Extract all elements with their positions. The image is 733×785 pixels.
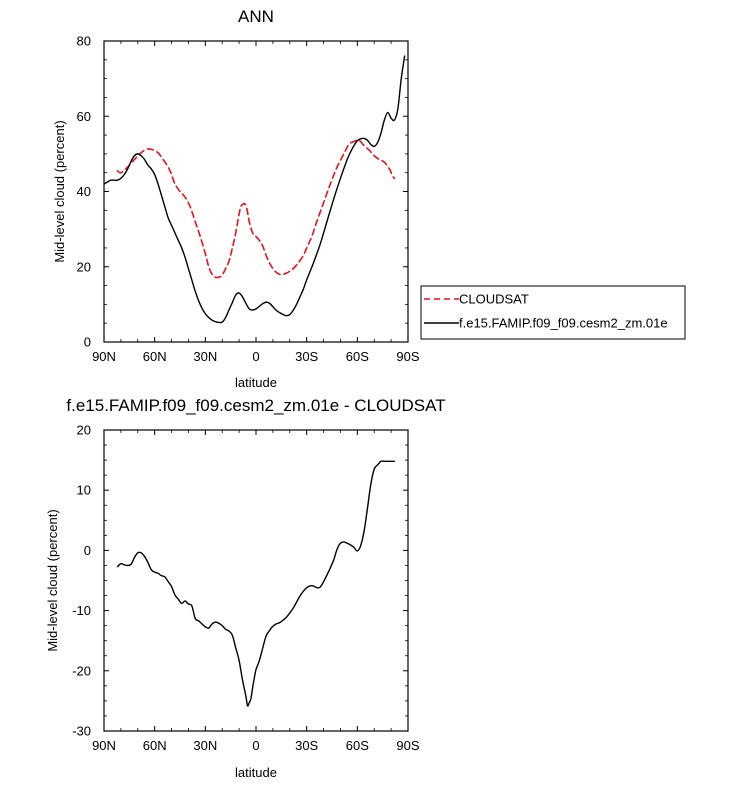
top-y-tick-label: 40 [77, 184, 91, 199]
top-x-tick-label: 60S [346, 349, 369, 364]
bottom-x-tick-label: 30N [193, 738, 217, 753]
bottom-x-tick-label: 90S [396, 738, 419, 753]
top-plot-frame [103, 40, 409, 343]
top-x-tick-label: 30S [295, 349, 318, 364]
top-panel: ANN 90N 60N 30N 0 30S 60S 90S 0 20 40 60 80 latitud… [52, 7, 686, 390]
top-x-tick-label: 90S [396, 349, 419, 364]
legend-label-model: f.e15.FAMIP.f09_f09.cesm2_zm.01e [459, 316, 668, 331]
top-series-line-f-e15-famip-f09-f09-cesm2-zm-01e [104, 55, 406, 324]
top-y-axis-title: Mid-level cloud (percent) [52, 120, 67, 262]
top-y-tick-label: 0 [84, 335, 91, 350]
bottom-x-axis-title: latitude [235, 765, 277, 780]
legend: CLOUDSAT f.e15.FAMIP.f09_f09.cesm2_zm.01… [420, 285, 686, 340]
bottom-y-tick-label: 20 [77, 423, 91, 438]
bottom-x-tick-label: 60S [346, 738, 369, 753]
top-x-tick-label: 90N [92, 349, 116, 364]
bottom-y-tick-label: 0 [84, 543, 91, 558]
top-x-axis-title: latitude [235, 375, 277, 390]
top-series-line-cloudsat [116, 139, 396, 279]
bottom-x-tick-label: 30S [295, 738, 318, 753]
top-x-tick-label: 60N [143, 349, 167, 364]
top-plot-marks [104, 55, 406, 324]
bottom-y-tick-label: 10 [77, 483, 91, 498]
top-x-tick-label: 0 [252, 349, 259, 364]
bottom-plot-frame [103, 429, 409, 732]
top-chart-title: ANN [238, 7, 274, 26]
bottom-panel: f.e15.FAMIP.f09_f09.cesm2_zm.01e - CLOUD… [45, 396, 446, 780]
bottom-x-tick-label: 0 [252, 738, 259, 753]
legend-label-cloudsat: CLOUDSAT [459, 292, 529, 307]
bottom-series-line-difference [116, 460, 396, 707]
top-x-tick-label: 30N [193, 349, 217, 364]
bottom-y-tick-label: -20 [72, 663, 91, 678]
bottom-y-axis-title: Mid-level cloud (percent) [45, 509, 60, 651]
bottom-axes: 90N 60N 30N 0 30S 60S 90S -30 -20 -10 0 10 20 [72, 423, 420, 754]
top-axes: 90N 60N 30N 0 30S 60S 90S 0 20 40 60 80 [77, 34, 420, 365]
bottom-chart-title: f.e15.FAMIP.f09_f09.cesm2_zm.01e - CLOUD… [66, 396, 445, 415]
bottom-x-tick-label: 60N [143, 738, 167, 753]
bottom-y-tick-label: -30 [72, 724, 91, 739]
top-y-tick-label: 60 [77, 109, 91, 124]
legend-box [420, 285, 686, 340]
top-y-tick-label: 20 [77, 259, 91, 274]
bottom-plot-marks [116, 460, 396, 707]
bottom-y-tick-label: -10 [72, 603, 91, 618]
bottom-x-tick-label: 90N [92, 738, 116, 753]
top-y-tick-label: 80 [77, 34, 91, 49]
